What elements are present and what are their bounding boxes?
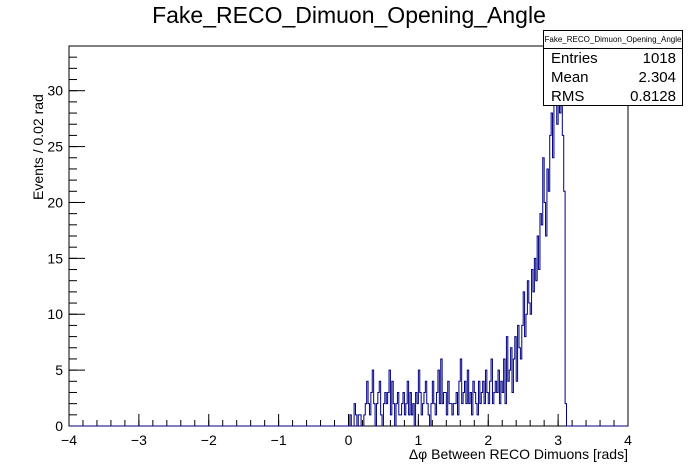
stats-mean-value: 2.304 xyxy=(638,69,676,86)
stats-entries-value: 1018 xyxy=(642,50,676,67)
x-tick-label: −2 xyxy=(201,432,217,448)
x-tick-label: −1 xyxy=(271,432,287,448)
stats-rms-value: 0.8128 xyxy=(630,88,676,105)
y-tick-label: 15 xyxy=(47,250,63,266)
chart-title: Fake_RECO_Dimuon_Opening_Angle xyxy=(152,2,546,28)
x-tick-label: 0 xyxy=(345,432,353,448)
x-tick-label: 4 xyxy=(624,432,632,448)
stats-rms-row: RMS 0.8128 xyxy=(544,87,682,106)
y-axis-ticks: 0 5 10 15 20 25 30 xyxy=(47,45,85,434)
stats-mean-row: Mean 2.304 xyxy=(544,68,682,87)
y-tick-label: 0 xyxy=(55,418,63,434)
y-tick-label: 30 xyxy=(47,83,63,99)
x-tick-label: 2 xyxy=(484,432,492,448)
y-tick-label: 10 xyxy=(47,306,63,322)
stats-entries-label: Entries xyxy=(551,50,598,67)
stats-rms-label: RMS xyxy=(551,88,585,105)
y-tick-label: 5 xyxy=(55,362,63,378)
x-tick-label: 3 xyxy=(554,432,562,448)
y-axis-label: Events / 0.02 rad xyxy=(30,94,46,200)
x-axis-label: Δφ Between RECO Dimuons [rads] xyxy=(408,446,628,462)
x-tick-label: −4 xyxy=(61,432,77,448)
stats-entries-row: Entries 1018 xyxy=(544,49,682,68)
stats-mean-label: Mean xyxy=(551,69,589,86)
y-tick-label: 20 xyxy=(47,194,63,210)
x-axis-ticks: −4 −3 −2 −1 0 1 2 3 4 xyxy=(61,414,632,448)
stats-box: Fake_RECO_Dimuon_Opening_Angle Entries 1… xyxy=(543,30,683,106)
y-tick-label: 25 xyxy=(47,139,63,155)
histogram-line xyxy=(69,56,628,427)
x-tick-label: 1 xyxy=(414,432,422,448)
stats-name: Fake_RECO_Dimuon_Opening_Angle xyxy=(544,31,682,49)
x-tick-label: −3 xyxy=(131,432,147,448)
